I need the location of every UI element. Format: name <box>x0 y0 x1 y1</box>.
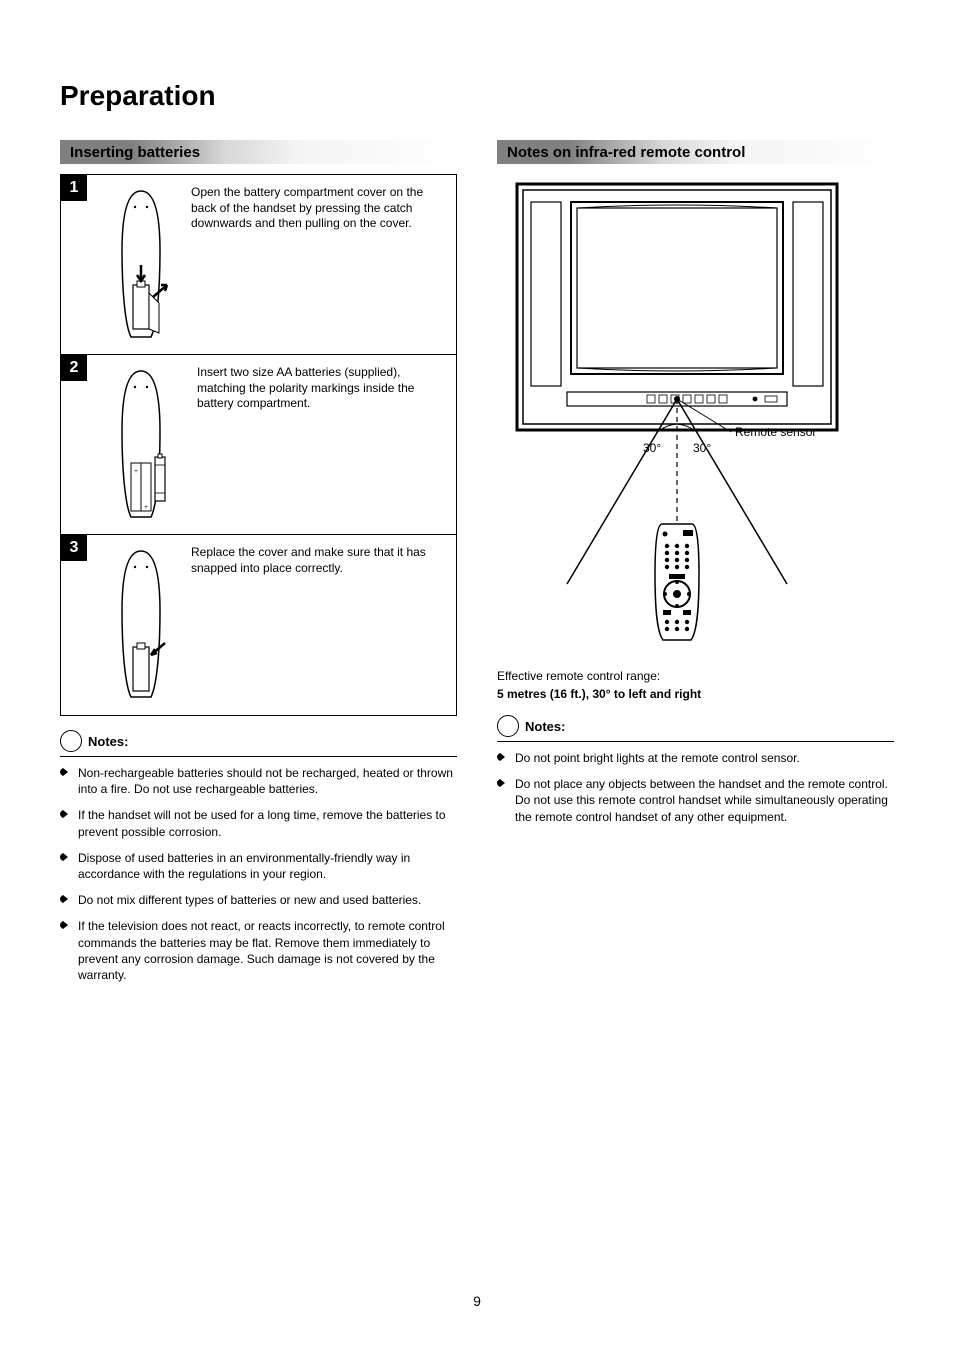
notes-heading: Notes: <box>497 715 894 737</box>
list-item: Do not mix different types of batteries … <box>60 892 457 908</box>
bullet-icon <box>497 778 507 788</box>
notes-circle-icon <box>497 715 519 737</box>
step-panels: 1 <box>60 174 457 716</box>
note-text: Do not point bright lights at the remote… <box>515 750 800 766</box>
list-item: Dispose of used batteries in an environm… <box>60 850 457 882</box>
note-text: Non-rechargeable batteries should not be… <box>78 765 457 797</box>
bullet-icon <box>60 894 70 904</box>
step-text: Open the battery compartment cover on th… <box>191 185 442 236</box>
two-column-layout: Inserting batteries 1 <box>60 140 894 993</box>
tv-remote-range-figure: Remote sensor 30° 30° <box>497 174 894 659</box>
list-item: Do not point bright lights at the remote… <box>497 750 894 766</box>
note-text: Dispose of used batteries in an environm… <box>78 850 457 882</box>
note-text: Do not place any objects between the han… <box>515 776 894 825</box>
note-text: If the handset will not be used for a lo… <box>78 807 457 839</box>
step-badge: 1 <box>61 175 87 201</box>
step-badge: 2 <box>61 355 87 381</box>
bullet-icon <box>60 852 70 862</box>
svg-text:+: + <box>144 505 148 511</box>
bullet-icon <box>497 752 507 762</box>
remote-sensor-label: Remote sensor <box>735 425 816 439</box>
notes-rule <box>60 756 457 757</box>
notes-label: Notes: <box>525 719 565 734</box>
angle-left-label: 30° <box>643 441 661 455</box>
notes-label: Notes: <box>88 734 128 749</box>
step-text: Insert two size AA batteries (supplied),… <box>197 365 442 416</box>
step-panel-1: 1 <box>61 175 456 355</box>
section-header-ir: Notes on infra-red remote control <box>497 140 894 164</box>
svg-text:+: + <box>134 469 138 475</box>
page-title: Preparation <box>60 80 894 112</box>
notes-circle-icon <box>60 730 82 752</box>
angle-right-label: 30° <box>693 441 711 455</box>
left-column: Inserting batteries 1 <box>60 140 457 993</box>
range-caption-label: Effective remote control range: <box>497 669 894 683</box>
section-header-batteries: Inserting batteries <box>60 140 457 164</box>
remote-insert-batteries-illustration: + + <box>101 365 187 525</box>
step-panel-2: 2 + + <box>61 355 456 535</box>
step-text: Replace the cover and make sure that it … <box>191 545 442 580</box>
right-notes-list: Do not point bright lights at the remote… <box>497 750 894 825</box>
bullet-icon <box>60 767 70 777</box>
right-column: Notes on infra-red remote control <box>497 140 894 993</box>
list-item: If the television does not react, or rea… <box>60 918 457 983</box>
step-badge: 3 <box>61 535 87 561</box>
page-number: 9 <box>0 1293 954 1309</box>
range-caption-value: 5 metres (16 ft.), 30° to left and right <box>497 687 894 701</box>
manual-page: Preparation Inserting batteries 1 <box>0 0 954 1033</box>
list-item: If the handset will not be used for a lo… <box>60 807 457 839</box>
notes-heading: Notes: <box>60 730 457 752</box>
tv-illustration: Remote sensor 30° 30° <box>497 174 857 654</box>
remote-close-cover-illustration <box>101 545 181 705</box>
left-notes-list: Non-rechargeable batteries should not be… <box>60 765 457 983</box>
remote-open-cover-illustration <box>101 185 181 345</box>
note-text: If the television does not react, or rea… <box>78 918 457 983</box>
bullet-icon <box>60 809 70 819</box>
step-panel-3: 3 <box>61 535 456 715</box>
notes-rule <box>497 741 894 742</box>
bullet-icon <box>60 920 70 930</box>
list-item: Non-rechargeable batteries should not be… <box>60 765 457 797</box>
list-item: Do not place any objects between the han… <box>497 776 894 825</box>
note-text: Do not mix different types of batteries … <box>78 892 421 908</box>
